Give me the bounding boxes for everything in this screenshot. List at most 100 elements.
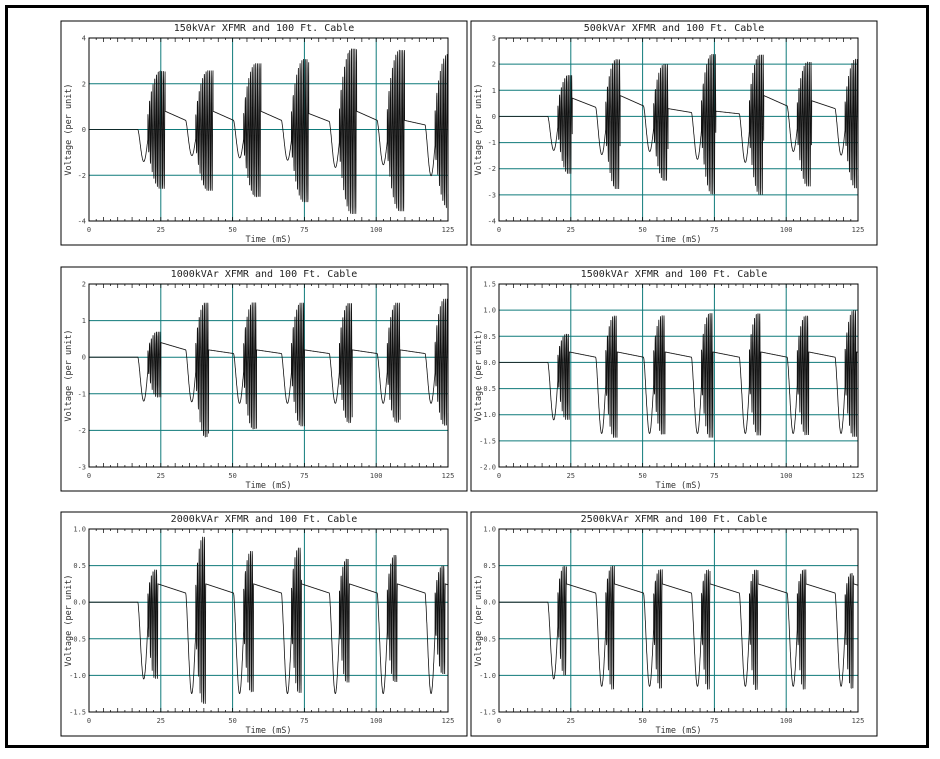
y-tick-label: 1.5	[483, 281, 496, 289]
panel-border	[60, 266, 468, 492]
y-tick-label: -2	[78, 427, 86, 435]
y-tick-label: -4	[78, 218, 86, 226]
chart-panel-6: 2500kVAr XFMR and 100 Ft. Cable 0 25 50 75 10…	[470, 511, 878, 737]
x-tick-label: 125	[852, 226, 865, 234]
panel-border	[470, 20, 878, 246]
x-tick-label: 50	[638, 226, 646, 234]
x-tick-label: 75	[710, 472, 718, 480]
y-tick-label: 2	[82, 281, 86, 289]
x-tick-label: 100	[780, 226, 793, 234]
y-tick-label: -3	[78, 464, 86, 472]
panel-border	[60, 20, 468, 246]
x-tick-label: 75	[300, 226, 308, 234]
y-tick-label: -0.5	[479, 385, 496, 393]
y-axis-label: Voltage (per unit)	[64, 83, 74, 175]
y-axis-label: Voltage (per unit)	[474, 329, 484, 421]
panel-border	[470, 511, 878, 737]
y-tick-label: -1.0	[479, 411, 496, 419]
x-tick-label: 100	[780, 472, 793, 480]
x-tick-label: 50	[638, 472, 646, 480]
x-axis-label: Time (mS)	[655, 726, 701, 736]
voltage-trace	[499, 565, 859, 691]
x-tick-label: 100	[370, 717, 383, 725]
y-tick-label: 4	[82, 35, 86, 43]
x-axis-label: Time (mS)	[655, 481, 701, 491]
y-tick-label: -2	[488, 165, 496, 173]
x-tick-label: 25	[157, 472, 165, 480]
y-tick-label: 0.5	[73, 562, 86, 570]
y-tick-label: -1.5	[479, 437, 496, 445]
y-tick-label: -1.5	[479, 709, 496, 717]
y-tick-label: -1	[78, 390, 86, 398]
x-tick-label: 25	[157, 226, 165, 234]
y-tick-label: -3	[488, 191, 496, 199]
x-tick-label: 125	[442, 472, 455, 480]
y-tick-label: 3	[492, 35, 496, 43]
y-tick-label: 0	[492, 113, 496, 121]
chart-title: 2500kVAr XFMR and 100 Ft. Cable	[581, 514, 768, 525]
y-tick-label: 0.0	[483, 359, 496, 367]
y-tick-label: 2	[82, 80, 86, 88]
chart-panel-2: 500kVAr XFMR and 100 Ft. Cable 0 25 50 75 100…	[470, 20, 878, 246]
y-tick-label: -2.0	[479, 464, 496, 472]
y-axis-label: Voltage (per unit)	[474, 574, 484, 666]
y-tick-label: 0.5	[483, 333, 496, 341]
voltage-trace	[89, 48, 449, 215]
y-tick-label: -1.0	[69, 672, 86, 680]
x-tick-label: 0	[497, 717, 501, 725]
y-tick-label: 1	[492, 87, 496, 95]
y-axis-label: Voltage (per unit)	[64, 574, 74, 666]
chart-title: 1000kVAr XFMR and 100 Ft. Cable	[171, 269, 358, 280]
chart-title: 150kVAr XFMR and 100 Ft. Cable	[174, 23, 355, 34]
y-tick-label: 0.0	[483, 599, 496, 607]
chart-panel-1: 150kVAr XFMR and 100 Ft. Cable 0 25 50 75 100…	[60, 20, 468, 246]
x-tick-label: 75	[300, 717, 308, 725]
chart-title: 2000kVAr XFMR and 100 Ft. Cable	[171, 514, 358, 525]
x-tick-label: 75	[710, 226, 718, 234]
x-tick-label: 100	[370, 226, 383, 234]
x-axis-label: Time (mS)	[245, 481, 291, 491]
y-tick-label: -1.5	[69, 709, 86, 717]
x-axis-label: Time (mS)	[245, 726, 291, 736]
chart-title: 1500kVAr XFMR and 100 Ft. Cable	[581, 269, 768, 280]
y-tick-label: 1	[82, 317, 86, 325]
x-tick-label: 50	[638, 717, 646, 725]
x-tick-label: 25	[567, 717, 575, 725]
y-axis-label: Voltage (per unit)	[474, 83, 484, 175]
x-tick-label: 100	[370, 472, 383, 480]
y-tick-label: 2	[492, 61, 496, 69]
chart-title: 500kVAr XFMR and 100 Ft. Cable	[584, 23, 765, 34]
panel-border	[60, 511, 468, 737]
plot-area	[498, 283, 859, 468]
x-tick-label: 25	[567, 226, 575, 234]
x-tick-label: 25	[157, 717, 165, 725]
x-tick-label: 0	[87, 717, 91, 725]
y-tick-label: -0.5	[479, 635, 496, 643]
x-tick-label: 50	[228, 226, 236, 234]
y-tick-label: -4	[488, 218, 496, 226]
x-tick-label: 0	[87, 472, 91, 480]
x-tick-label: 125	[852, 717, 865, 725]
plot-area	[88, 528, 449, 713]
y-axis-label: Voltage (per unit)	[64, 329, 74, 421]
chart-panel-4: 1500kVAr XFMR and 100 Ft. Cable 0 25 50 75 10…	[470, 266, 878, 492]
y-tick-label: -2	[78, 172, 86, 180]
x-tick-label: 100	[780, 717, 793, 725]
plot-area	[498, 528, 859, 713]
x-tick-label: 25	[567, 472, 575, 480]
x-tick-label: 0	[497, 472, 501, 480]
x-tick-label: 0	[497, 226, 501, 234]
panel-border	[470, 266, 878, 492]
x-tick-label: 0	[87, 226, 91, 234]
x-tick-label: 75	[300, 472, 308, 480]
x-tick-label: 125	[442, 226, 455, 234]
x-tick-label: 125	[852, 472, 865, 480]
y-tick-label: 0	[82, 126, 86, 134]
chart-panel-5: 2000kVAr XFMR and 100 Ft. Cable 0 25 50 75 10…	[60, 511, 468, 737]
y-tick-label: -1.0	[479, 672, 496, 680]
x-axis-label: Time (mS)	[245, 235, 291, 245]
y-tick-label: 0.0	[73, 599, 86, 607]
x-axis-label: Time (mS)	[655, 235, 701, 245]
